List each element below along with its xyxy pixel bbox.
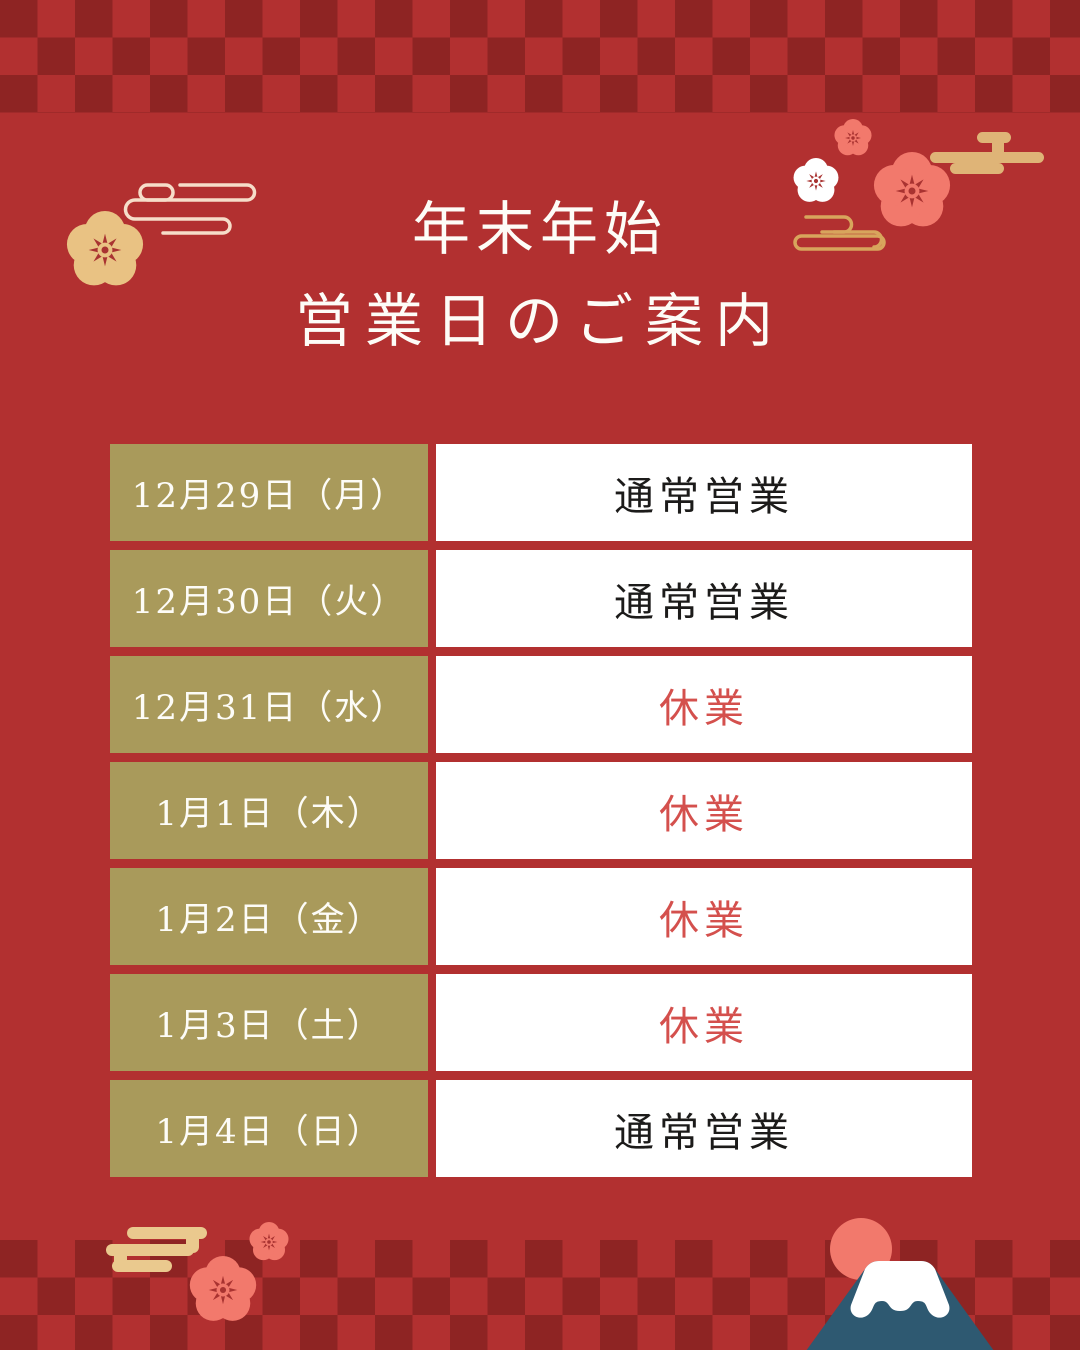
plum-blossom-icon — [249, 1222, 289, 1261]
plum-blossom-icon — [834, 119, 872, 156]
title-line-2: 営業日のご案内 — [294, 286, 785, 355]
status-cell: 休業 — [436, 656, 972, 753]
status-cell: 休業 — [436, 868, 972, 965]
cloud-icon — [930, 132, 1044, 174]
mount-fuji-icon — [806, 1261, 994, 1350]
line-cloud-icon — [123, 183, 257, 235]
date-cell: 1月1日（木） — [110, 762, 428, 859]
plum-blossom-icon — [793, 158, 839, 202]
plum-blossom-icon — [189, 1256, 257, 1321]
date-cell: 12月29日（月） — [110, 444, 428, 541]
poster-title: 年末年始 営業日のご案内 — [0, 195, 1080, 355]
date-cell: 1月3日（土） — [110, 974, 428, 1071]
checker-pattern-top — [0, 0, 1080, 113]
date-cell: 12月31日（水） — [110, 656, 428, 753]
status-cell: 通常営業 — [436, 444, 972, 541]
title-line-1: 年末年始 — [411, 195, 668, 263]
status-cell: 通常営業 — [436, 550, 972, 647]
plum-blossom-icon — [873, 152, 951, 227]
status-cell: 休業 — [436, 974, 972, 1071]
date-cell: 1月4日（日） — [110, 1080, 428, 1177]
line-cloud-icon — [793, 215, 886, 251]
status-cell: 休業 — [436, 762, 972, 859]
date-cell: 12月30日（火） — [110, 550, 428, 647]
schedule-table: 12月29日（月） 通常営業 12月30日（火） 通常営業 12月31日（水） … — [110, 444, 972, 1177]
date-cell: 1月2日（金） — [110, 868, 428, 965]
status-cell: 通常営業 — [436, 1080, 972, 1177]
cloud-icon — [106, 1227, 207, 1272]
plum-blossom-icon — [66, 211, 144, 286]
